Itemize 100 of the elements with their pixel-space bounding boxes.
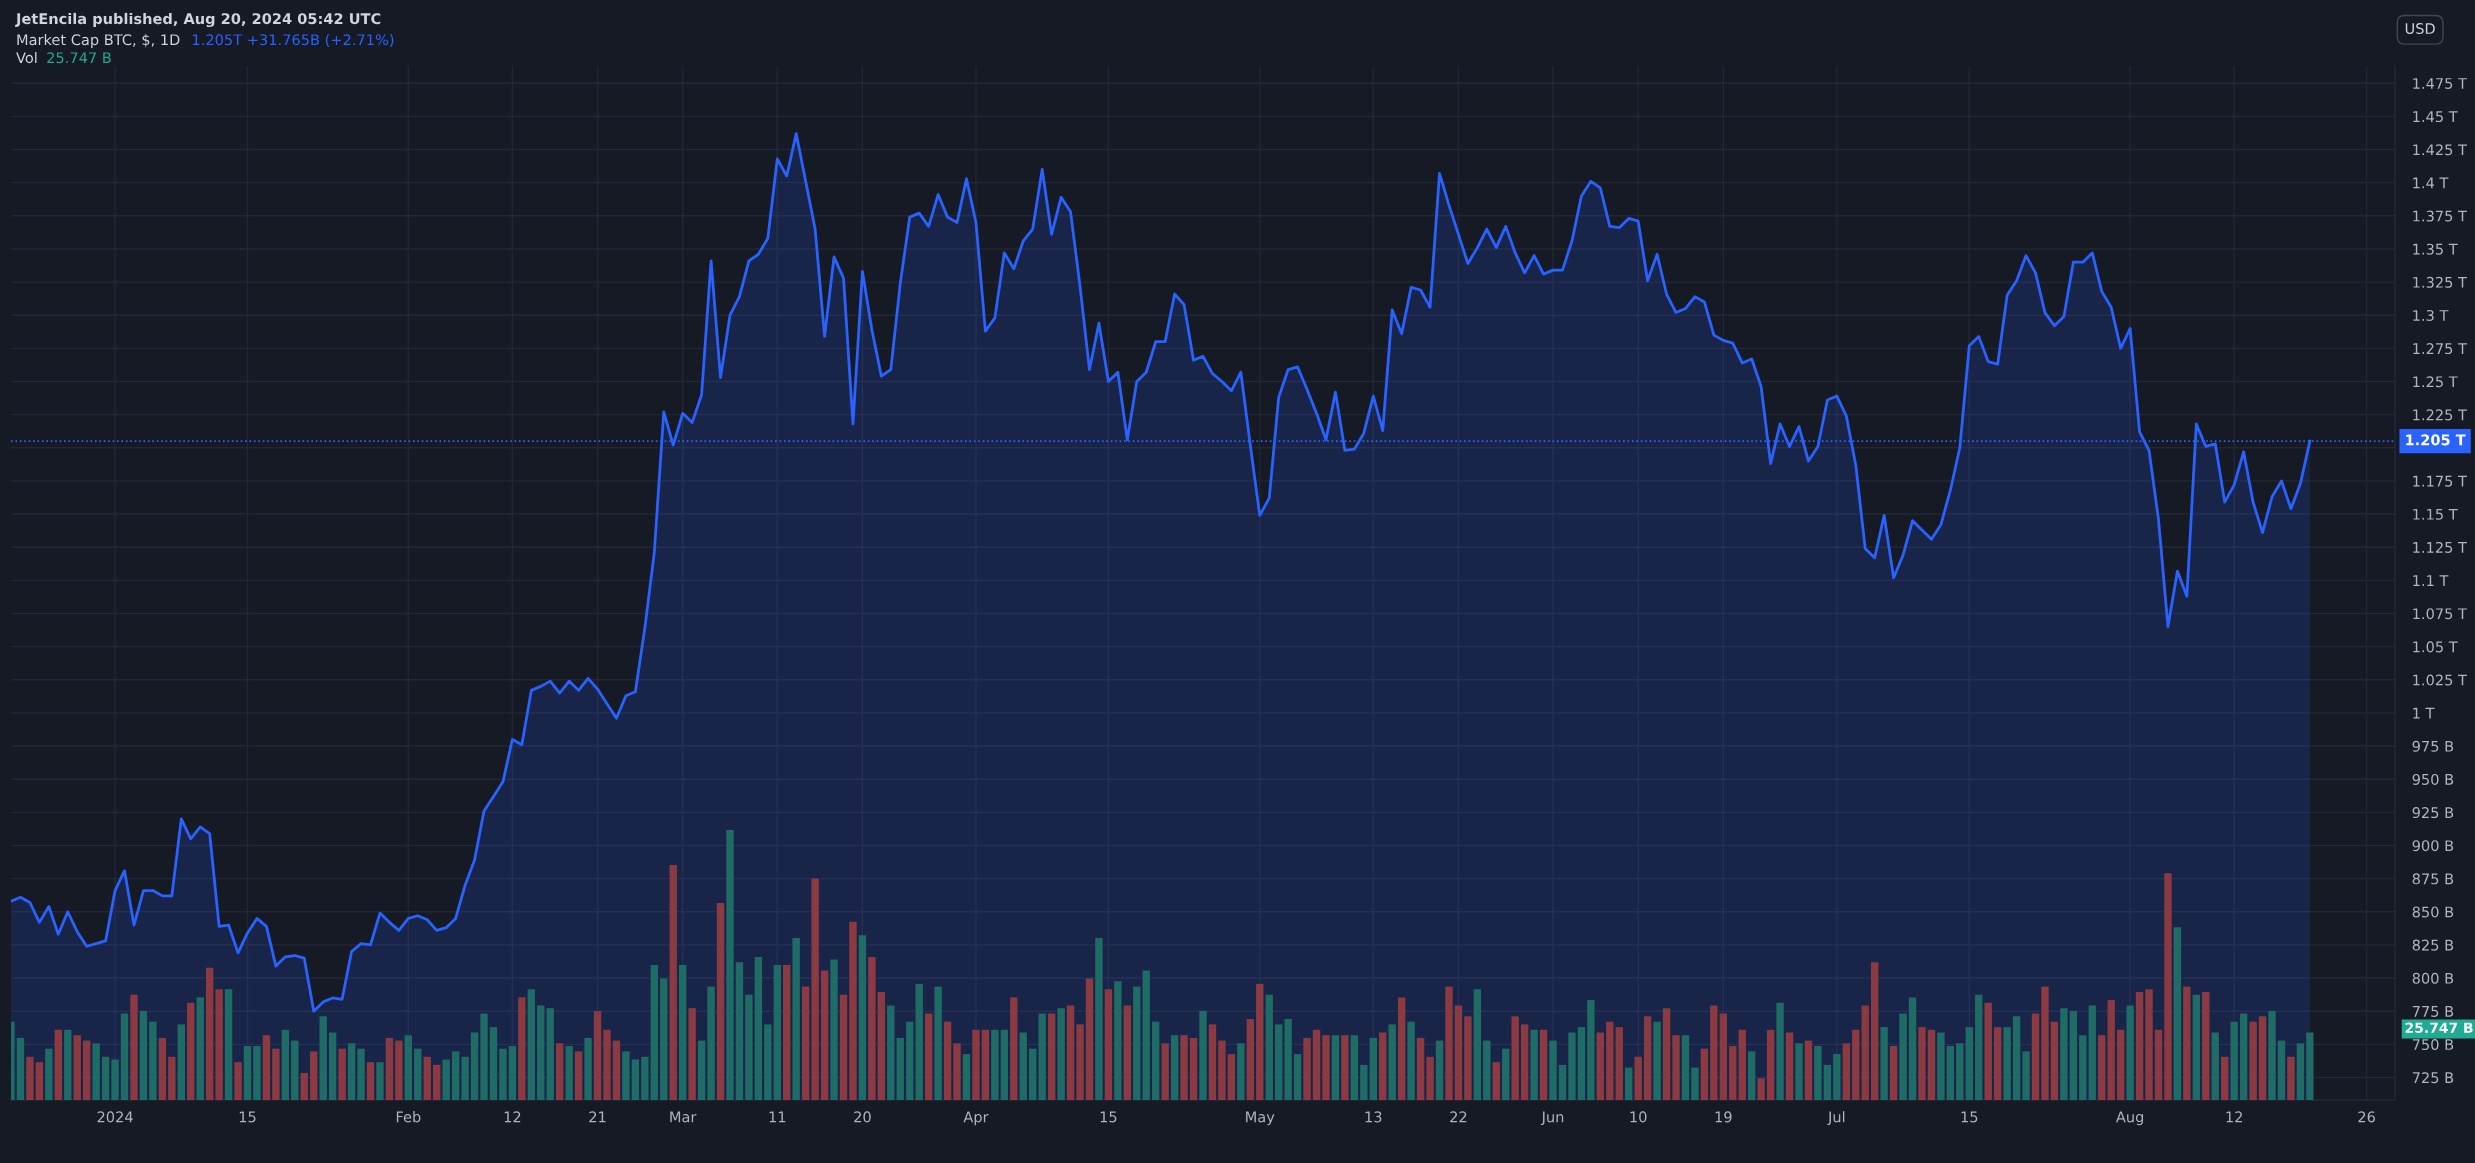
bar xyxy=(1539,1029,1548,1100)
bar xyxy=(1076,1024,1084,1100)
bar xyxy=(92,1043,100,1100)
bar xyxy=(1407,1021,1415,1100)
y-tick-label: 1.175 T xyxy=(2413,475,2467,487)
bar xyxy=(1984,1002,1992,1100)
y-tick-label: 875 B xyxy=(2412,873,2454,885)
bar xyxy=(1549,1040,1557,1100)
bar xyxy=(1615,1027,1623,1100)
bar xyxy=(404,1035,413,1100)
bar xyxy=(612,1040,621,1100)
bar xyxy=(2041,986,2049,1100)
bar xyxy=(215,989,223,1100)
bar xyxy=(480,1013,488,1100)
bar xyxy=(1625,1067,1633,1100)
bar xyxy=(1927,1029,1936,1100)
x-tick-label: Feb xyxy=(396,1111,421,1123)
bar xyxy=(1993,1027,2002,1100)
bar xyxy=(697,1040,706,1100)
y-tick-label: 1.1 T xyxy=(2413,575,2449,586)
bar xyxy=(924,1013,933,1100)
x-tick-label: 22 xyxy=(1450,1111,1467,1123)
bar xyxy=(1152,1021,1160,1100)
y-tick-label: 1.325 T xyxy=(2413,276,2467,288)
bar xyxy=(868,956,876,1100)
bar xyxy=(896,1037,904,1100)
bar xyxy=(328,1032,337,1100)
bar xyxy=(906,1021,914,1100)
bar xyxy=(1019,1032,1027,1100)
bar xyxy=(130,994,138,1100)
bar xyxy=(64,1029,72,1100)
bar xyxy=(1577,1027,1586,1100)
bar xyxy=(565,1046,573,1100)
bar xyxy=(622,1051,630,1100)
bar xyxy=(26,1056,34,1100)
bar xyxy=(1047,1013,1056,1100)
bar xyxy=(2296,1043,2305,1100)
bar xyxy=(1066,1005,1075,1100)
bar xyxy=(205,967,214,1100)
bar xyxy=(1653,1021,1661,1100)
x-tick-label: Aug xyxy=(2115,1111,2144,1126)
bar xyxy=(603,1029,611,1100)
bar xyxy=(688,1008,696,1100)
bar xyxy=(962,1054,971,1100)
x-tick-label: 19 xyxy=(1715,1111,1732,1123)
bar xyxy=(943,1021,952,1100)
y-tick-label: 1 T xyxy=(2413,707,2435,719)
x-tick-label: 20 xyxy=(854,1111,871,1123)
bar xyxy=(1908,997,1917,1100)
bar xyxy=(73,1035,81,1100)
chart-title: Vol xyxy=(16,51,37,64)
bar xyxy=(1483,1040,1491,1100)
bar xyxy=(1681,1035,1690,1100)
bar xyxy=(1350,1035,1359,1100)
bar xyxy=(1274,1024,1283,1100)
bar xyxy=(2050,1021,2059,1100)
x-tick-label: 15 xyxy=(1100,1111,1117,1123)
bar xyxy=(1293,1054,1302,1100)
bar xyxy=(1218,1040,1226,1100)
bar xyxy=(1303,1037,1311,1100)
bar xyxy=(2022,1051,2030,1100)
bar xyxy=(1085,978,1094,1100)
bar xyxy=(678,965,687,1100)
bar xyxy=(1265,994,1273,1100)
bar xyxy=(2031,1013,2040,1100)
bar xyxy=(187,1002,195,1100)
bar xyxy=(253,1046,261,1100)
bar xyxy=(300,1073,308,1100)
bar xyxy=(858,935,867,1100)
bar xyxy=(1095,938,1103,1100)
bar xyxy=(54,1029,62,1100)
bar xyxy=(1000,1029,1009,1100)
bar xyxy=(2173,927,2182,1100)
bar xyxy=(1643,1016,1652,1100)
bar xyxy=(385,1037,394,1100)
bar xyxy=(1785,1032,1794,1100)
bar xyxy=(839,994,848,1100)
bar xyxy=(1634,1056,1642,1100)
bar xyxy=(1842,1043,1850,1100)
bar xyxy=(272,1048,280,1100)
bar xyxy=(120,1013,129,1100)
bar xyxy=(574,1051,583,1100)
x-tick-label: Jul xyxy=(1827,1111,1845,1126)
x-tick-label: Apr xyxy=(963,1111,989,1126)
bar xyxy=(631,1059,640,1100)
bar xyxy=(1861,1005,1869,1100)
bar xyxy=(754,956,763,1100)
bar xyxy=(139,1010,148,1100)
bar xyxy=(593,1010,602,1100)
bar xyxy=(2145,989,2153,1100)
bar xyxy=(1388,1024,1396,1100)
bar xyxy=(1738,1029,1746,1100)
bar xyxy=(2183,986,2191,1100)
bar xyxy=(262,1035,271,1100)
bar xyxy=(1454,1005,1463,1100)
y-tick-label: 900 B xyxy=(2412,840,2454,852)
y-tick-label: 750 B xyxy=(2412,1039,2454,1051)
y-tick-label: 1.125 T xyxy=(2413,541,2467,553)
bar xyxy=(1596,1032,1605,1100)
bar xyxy=(1360,1064,1368,1100)
